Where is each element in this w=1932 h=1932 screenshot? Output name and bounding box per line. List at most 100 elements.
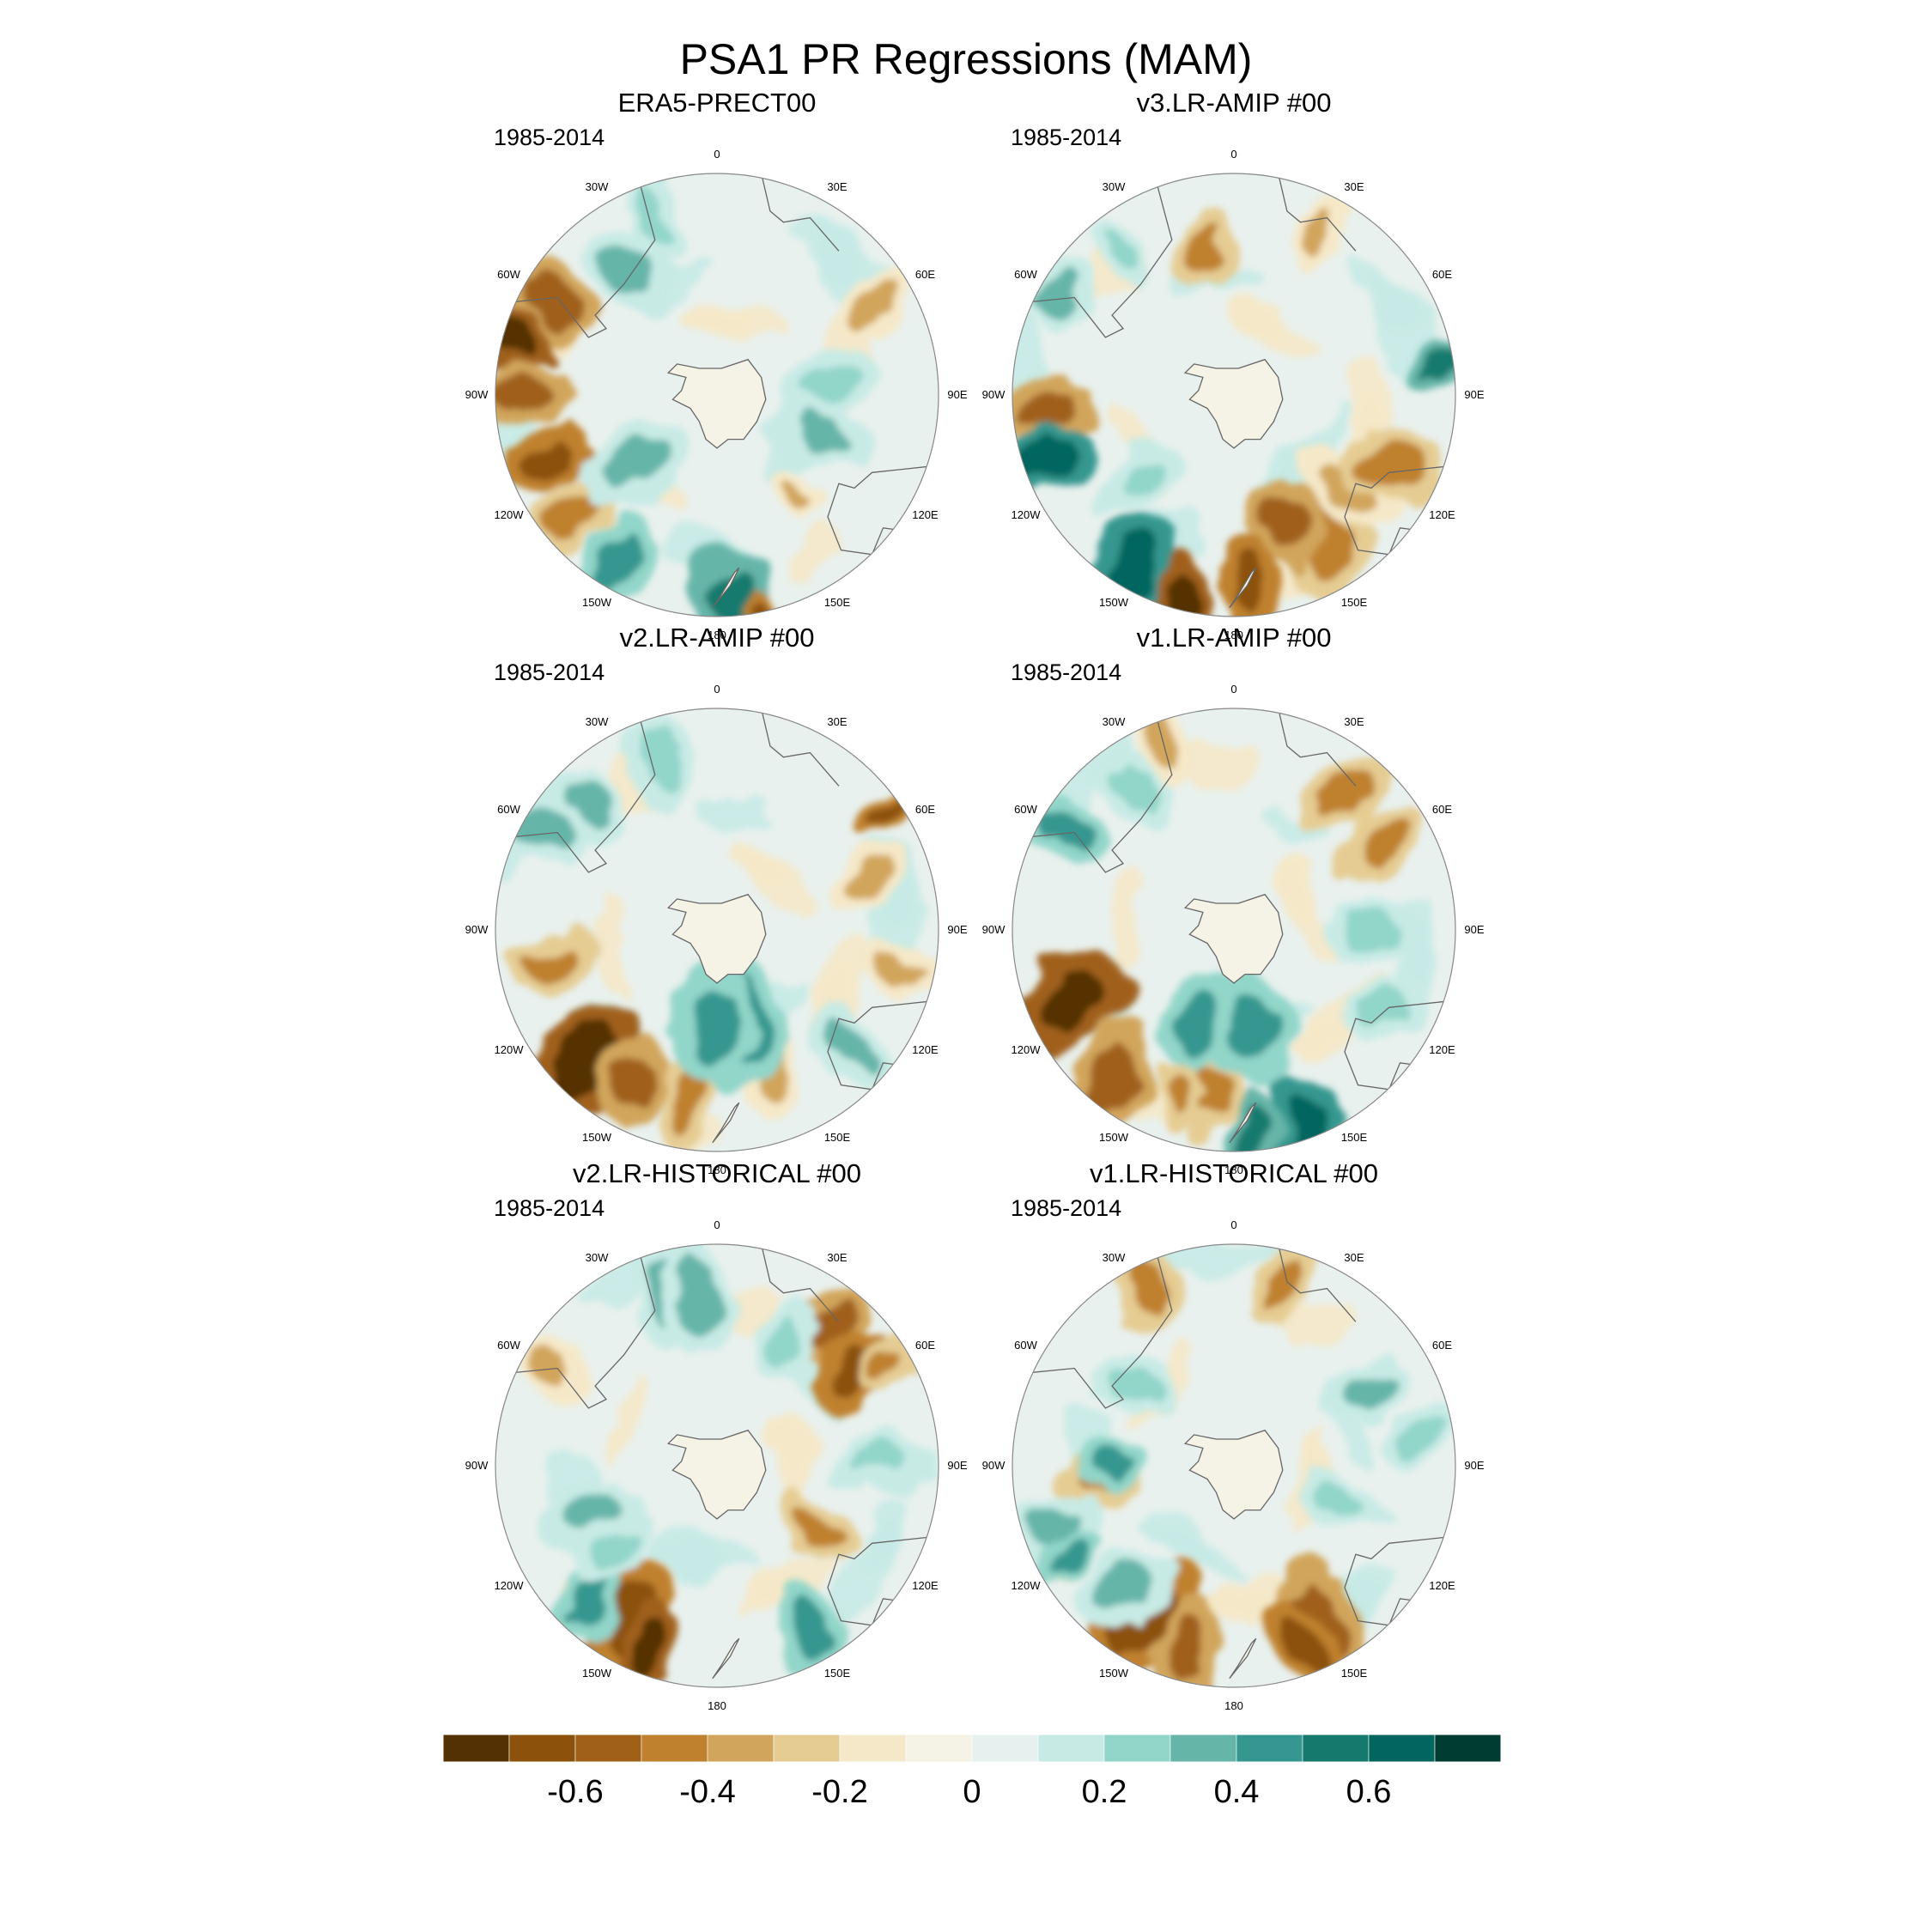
panel-title: v1.LR-HISTORICAL #00 <box>1090 1158 1378 1188</box>
anomaly-swirl <box>791 537 851 585</box>
anomaly-blob <box>1115 450 1166 496</box>
map-boundary <box>1012 1243 1456 1688</box>
anomaly-blob <box>854 1449 913 1483</box>
africa-coastline <box>760 708 840 787</box>
anomaly-blob <box>1018 444 1075 483</box>
map-panel <box>495 173 939 617</box>
australia-coastline <box>1344 999 1451 1091</box>
map-boundary <box>1012 173 1456 617</box>
australia-coastline <box>1344 465 1451 556</box>
anomaly-blob <box>517 809 572 852</box>
map-panel <box>1012 1244 1455 1687</box>
anomaly-blob <box>1313 1486 1363 1521</box>
colorbar-swatch <box>905 1734 973 1763</box>
lon-label: 90E <box>947 1459 968 1472</box>
anomaly-swirl <box>1112 864 1145 963</box>
lon-label: 120E <box>912 508 939 521</box>
colorbar-swatch <box>839 1734 907 1763</box>
anomaly-blob <box>530 1353 578 1390</box>
lon-label: 150W <box>582 1667 611 1680</box>
anomaly-blob <box>635 193 670 243</box>
anomaly-blob <box>600 437 664 495</box>
lon-label: 60E <box>1431 268 1453 281</box>
anomaly-blob <box>1345 1370 1392 1406</box>
colorbar-swatch <box>1236 1734 1303 1763</box>
australia-coastline <box>1344 1535 1451 1626</box>
anomaly-blob <box>1236 1114 1267 1151</box>
lon-label: 150E <box>1340 1131 1368 1145</box>
lon-label: 0 <box>714 683 720 696</box>
anomaly-blob <box>522 436 579 475</box>
anomaly-swirl <box>1292 1012 1347 1060</box>
anomaly-blob <box>1129 1257 1170 1313</box>
lon-label: 90W <box>465 1459 489 1472</box>
south-america-coastline <box>1030 173 1173 338</box>
lon-label: 30E <box>1344 179 1364 193</box>
australia-coastline <box>827 465 934 556</box>
new-zealand-coastline <box>1229 1102 1257 1144</box>
africa-coastline <box>760 173 840 252</box>
period-label: 1985-2014 <box>1011 125 1122 150</box>
colorbar-swatch <box>971 1734 1039 1763</box>
south-america-coastline <box>513 708 656 873</box>
antarctica-coastline <box>1183 893 1284 984</box>
lon-label: 180 <box>1224 1699 1243 1712</box>
anomaly-blob <box>790 1601 832 1656</box>
lon-label: 150E <box>1340 1667 1368 1680</box>
map-boundary <box>495 173 939 617</box>
colorbar-tick-label: -0.6 <box>547 1774 604 1810</box>
map-boundary <box>495 1243 939 1688</box>
anomaly-blob <box>1267 1259 1299 1309</box>
anomaly-swirl <box>830 1513 907 1615</box>
lon-label: 60W <box>497 803 520 816</box>
colorbar-swatch <box>1170 1734 1237 1763</box>
colorbar-frame <box>442 1734 1502 1763</box>
anomaly-blob <box>689 996 728 1062</box>
period-label: 1985-2014 <box>1011 1195 1122 1221</box>
colorbar-tick-label: 0.4 <box>1213 1774 1260 1810</box>
lon-label: 0 <box>714 148 720 161</box>
map-panel <box>1012 173 1455 617</box>
lon-label: 0 <box>714 1218 720 1231</box>
anomaly-blob <box>1149 718 1182 768</box>
map-panel <box>1012 708 1455 1151</box>
lon-label: 120W <box>494 1043 524 1056</box>
lon-label: 180 <box>1224 629 1243 641</box>
anomaly-blob <box>847 288 894 325</box>
anomaly-blob <box>785 477 820 516</box>
south-america-coastline <box>1030 708 1173 873</box>
anomaly-blob <box>1050 1544 1091 1576</box>
anomaly-blob <box>1103 240 1138 278</box>
lon-label: 150W <box>1099 1667 1128 1680</box>
lon-label: 90E <box>947 923 968 936</box>
africa-coastline <box>1277 173 1357 252</box>
lon-label: 0 <box>1230 683 1237 696</box>
lon-label: 60E <box>914 268 936 281</box>
anomaly-blob <box>1423 347 1455 370</box>
antarctica-coastline <box>1183 358 1284 449</box>
australia-coastline <box>827 999 934 1091</box>
anomaly-blob <box>562 1577 605 1620</box>
new-zealand-coastline <box>712 567 740 609</box>
lon-label: 180 <box>1224 1163 1243 1176</box>
colorbar-swatch <box>574 1734 642 1763</box>
anomaly-blob <box>684 1271 720 1330</box>
lon-label: 120W <box>1011 1043 1041 1056</box>
lon-label: 30W <box>585 1250 609 1264</box>
figure-title: PSA1 PR Regressions (MAM) <box>679 35 1253 83</box>
lon-label: 150W <box>1099 1131 1128 1145</box>
colorbar-swatch <box>508 1734 576 1763</box>
lon-label: 60E <box>1431 1339 1453 1352</box>
lon-label: 90W <box>465 388 489 401</box>
lon-label: 60W <box>497 1339 520 1352</box>
panel-title: v1.LR-AMIP #00 <box>1136 623 1332 653</box>
lon-label: 30E <box>827 179 848 193</box>
anomaly-blob <box>1108 534 1161 601</box>
colorbar-tick-label: -0.4 <box>679 1774 736 1810</box>
anomaly-blob <box>872 795 906 823</box>
map-panel <box>495 708 939 1151</box>
lon-label: 60W <box>1014 1339 1037 1352</box>
anomaly-swirl <box>681 298 780 339</box>
new-zealand-coastline <box>712 1102 740 1144</box>
